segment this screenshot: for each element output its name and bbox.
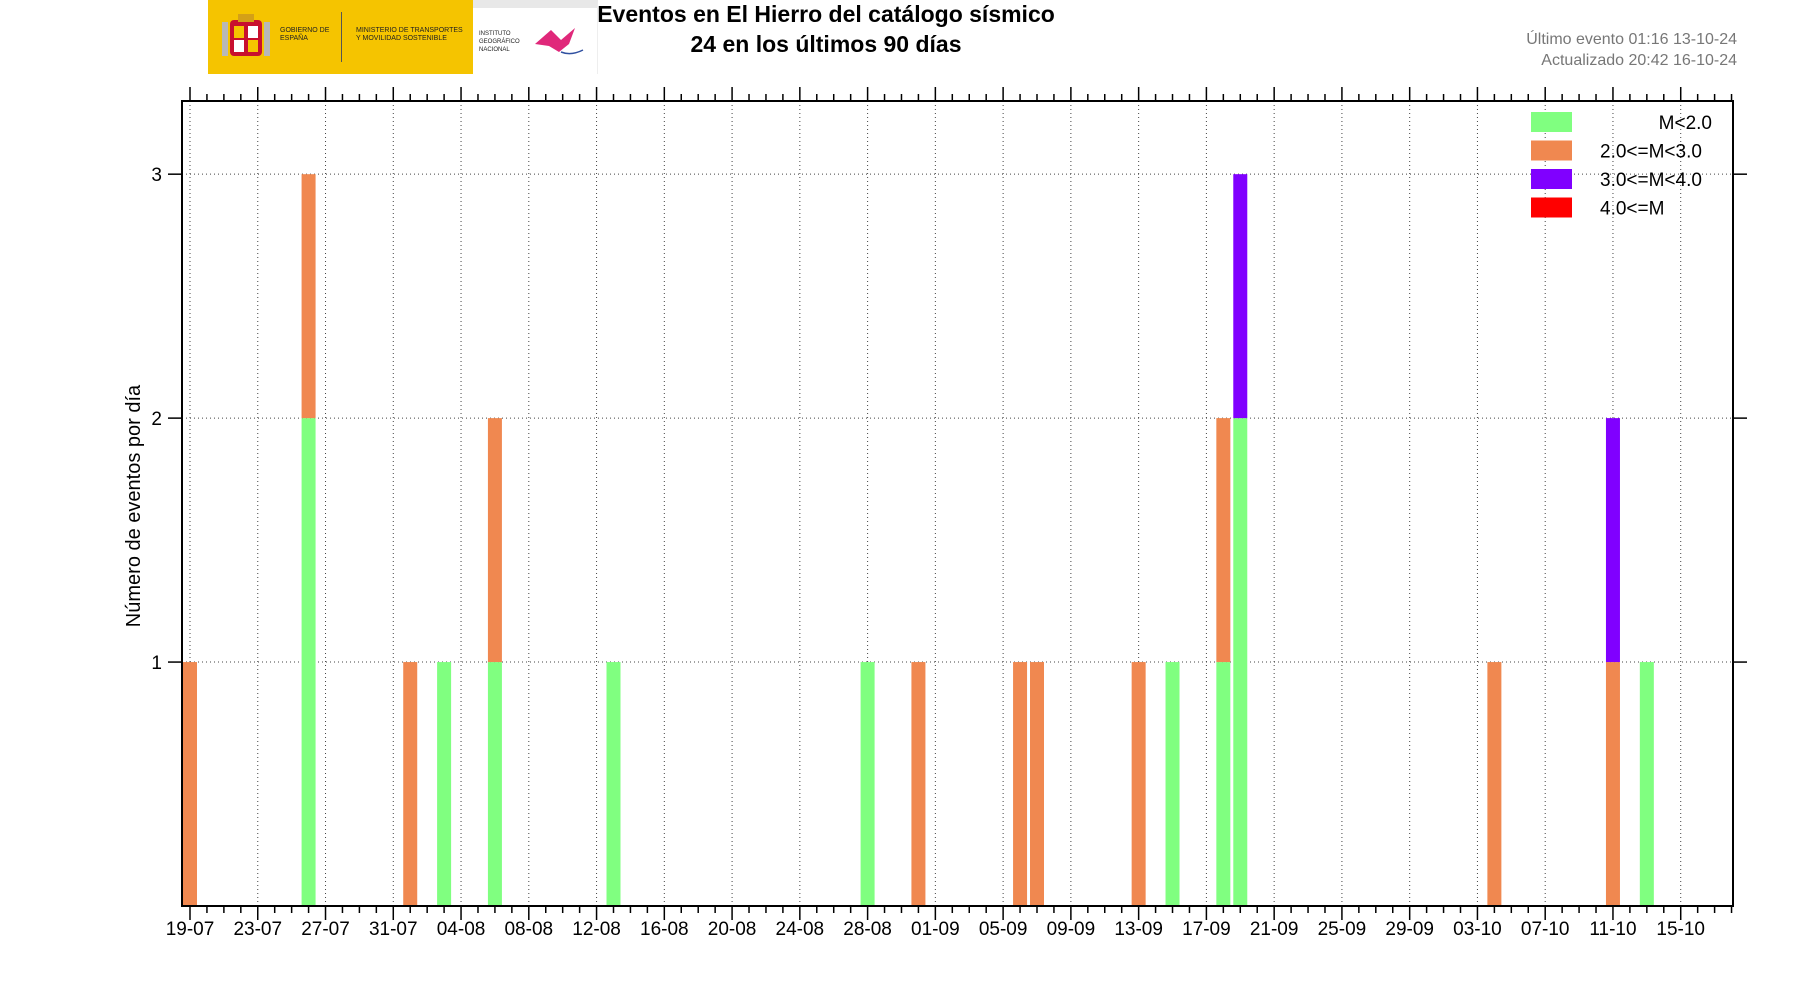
bar-segment bbox=[301, 174, 316, 419]
legend-label: 2.0<=M<3.0 bbox=[1600, 142, 1702, 163]
bar-segment bbox=[1605, 418, 1620, 663]
x-tick-label: 31-07 bbox=[369, 919, 418, 940]
legend-label: 4.0<=M bbox=[1600, 199, 1664, 220]
bar-segment bbox=[1013, 662, 1028, 906]
x-tick-label: 25-09 bbox=[1318, 919, 1367, 940]
updated-text: Actualizado 20:42 16-10-24 bbox=[1541, 52, 1737, 69]
x-tick-label: 19-07 bbox=[166, 919, 215, 940]
logo-text-ign: INSTITUTO GEOGRÁFICO NACIONAL bbox=[479, 31, 520, 53]
x-tick-label: 29-09 bbox=[1385, 919, 1434, 940]
bar-segment bbox=[1487, 662, 1502, 906]
bar-segment bbox=[1233, 418, 1248, 906]
x-tick-label: 11-10 bbox=[1589, 919, 1636, 940]
x-tick-label: 13-09 bbox=[1114, 919, 1163, 940]
y-tick-label: 3 bbox=[151, 165, 162, 186]
last-event-text: Último evento 01:16 13-10-24 bbox=[1526, 29, 1737, 48]
bar-segment bbox=[1216, 662, 1231, 906]
bar-segment bbox=[183, 662, 197, 906]
logo-yellow-panel: GOBIERNO DE ESPAÑA MINISTERIO DE TRANSPO… bbox=[208, 0, 473, 74]
y-axis-label: Número de eventos por día bbox=[123, 384, 145, 627]
y-tick-label: 1 bbox=[151, 653, 162, 674]
x-tick-label: 24-08 bbox=[776, 919, 825, 940]
bar-segment bbox=[487, 662, 502, 906]
x-tick-label: 20-08 bbox=[708, 919, 757, 940]
x-tick-label: 15-10 bbox=[1656, 919, 1705, 940]
x-tick-label: 16-08 bbox=[640, 919, 689, 940]
legend-swatch bbox=[1531, 197, 1572, 218]
bar-segment bbox=[301, 418, 316, 906]
bar-segment bbox=[1605, 662, 1620, 906]
y-tick-label: 2 bbox=[151, 409, 162, 430]
x-tick-label: 04-08 bbox=[437, 919, 486, 940]
bar-segment bbox=[911, 662, 926, 906]
bars bbox=[183, 174, 1654, 906]
logo-text-ministry: MINISTERIO DE TRANSPORTES Y MOVILIDAD SO… bbox=[356, 27, 463, 42]
logo-text-government: GOBIERNO DE ESPAÑA bbox=[280, 27, 330, 42]
chart-title-line2: 24 en los últimos 90 días bbox=[691, 31, 962, 57]
logo-divider bbox=[341, 12, 342, 62]
legend: M<2.0 2.0<=M<3.0 3.0<=M<4.0 4.0<=M bbox=[1531, 112, 1712, 220]
x-tick-label: 07-10 bbox=[1521, 919, 1570, 940]
bar-segment bbox=[403, 662, 418, 906]
x-tick-label: 03-10 bbox=[1453, 919, 1502, 940]
bar-segment bbox=[1030, 662, 1044, 906]
legend-label: 3.0<=M<4.0 bbox=[1600, 170, 1702, 191]
bar-segment bbox=[860, 662, 875, 906]
x-tick-label: 17-09 bbox=[1182, 919, 1231, 940]
legend-swatch bbox=[1531, 112, 1572, 132]
logo-white-panel: INSTITUTO GEOGRÁFICO NACIONAL bbox=[473, 0, 598, 74]
x-tick-label: 12-08 bbox=[572, 919, 621, 940]
x-tick-label: 05-09 bbox=[979, 919, 1028, 940]
legend-swatch bbox=[1531, 169, 1572, 189]
legend-swatch bbox=[1531, 140, 1572, 161]
bar-segment bbox=[606, 662, 621, 906]
x-tick-label: 27-07 bbox=[301, 919, 350, 940]
axes: 19-07 23-07 27-07 31-07 04-08 08-08 12-08 16-08… bbox=[151, 87, 1747, 940]
x-tick-label: 09-09 bbox=[1047, 919, 1096, 940]
grid bbox=[182, 101, 1733, 906]
bar-segment bbox=[437, 662, 452, 906]
coat-of-arms-icon bbox=[222, 14, 270, 56]
chart-title-line1: Eventos en El Hierro del catálogo sísmic… bbox=[597, 1, 1055, 27]
institutional-logo: GOBIERNO DE ESPAÑA MINISTERIO DE TRANSPO… bbox=[208, 0, 598, 74]
ign-logo-icon bbox=[535, 28, 584, 55]
legend-label: M<2.0 bbox=[1659, 113, 1712, 134]
bar-segment bbox=[487, 418, 502, 663]
bar-segment bbox=[1216, 418, 1231, 663]
bar-segment bbox=[1165, 662, 1180, 906]
plot-frame bbox=[181, 100, 1734, 907]
bar-segment bbox=[1131, 662, 1146, 906]
x-tick-label: 28-08 bbox=[843, 919, 892, 940]
bar-segment bbox=[1639, 662, 1654, 906]
bar-segment bbox=[1233, 174, 1248, 419]
x-tick-label: 08-08 bbox=[504, 919, 553, 940]
x-tick-label: 01-09 bbox=[911, 919, 960, 940]
x-tick-label: 23-07 bbox=[233, 919, 282, 940]
x-tick-label: 21-09 bbox=[1250, 919, 1299, 940]
